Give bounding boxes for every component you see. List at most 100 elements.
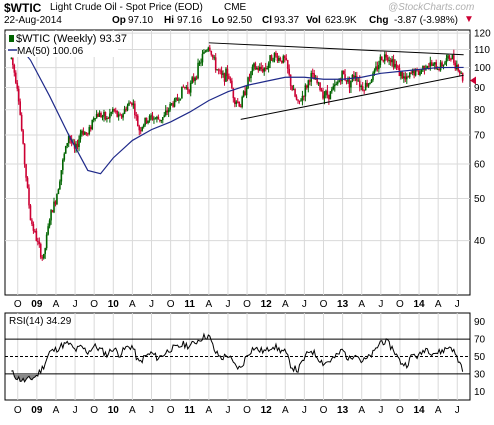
price-candle-body xyxy=(320,89,323,92)
rsi-x-tick-label: J xyxy=(302,405,307,416)
price-candle-body xyxy=(335,83,338,85)
price-candle-body xyxy=(179,98,182,100)
rsi-x-tick-label: A xyxy=(205,405,212,416)
exchange: CME xyxy=(224,2,247,13)
price-candle-body xyxy=(29,205,32,221)
price-candle-body xyxy=(104,111,107,120)
price-candle-body xyxy=(35,230,38,241)
price-candle-body xyxy=(219,70,221,72)
price-candle-body xyxy=(405,76,408,80)
price-candle-body xyxy=(325,90,327,96)
price-candle-body xyxy=(356,75,358,81)
price-candle-body xyxy=(210,50,213,55)
price-candle-body xyxy=(235,101,238,104)
price-legend-title: $WTIC (Weekly) 93.37 xyxy=(16,33,127,45)
price-candle-body xyxy=(123,108,126,114)
price-candle-body xyxy=(79,133,82,140)
price-candle-body xyxy=(285,58,288,61)
price-candle-body xyxy=(14,72,17,83)
price-candle-body xyxy=(200,62,202,64)
price-candle-body xyxy=(37,240,39,242)
price-candle-body xyxy=(225,68,227,82)
price-candle-body xyxy=(157,116,160,120)
price-candle-body xyxy=(17,88,20,102)
price-candle-body xyxy=(204,51,207,53)
open-label: Op xyxy=(112,15,126,26)
price-candle-body xyxy=(134,103,136,116)
price-candle-body xyxy=(332,86,335,90)
price-candle-body xyxy=(411,69,414,73)
price-candle-body xyxy=(216,69,218,71)
price-candle-body xyxy=(417,70,420,75)
price-candle-body xyxy=(450,59,452,61)
rsi-x-tick-label: A xyxy=(358,405,365,416)
price-candle-body xyxy=(439,62,442,71)
rsi-x-tick-label: J xyxy=(225,405,230,416)
price-candle-body xyxy=(178,99,180,101)
price-candle-body xyxy=(76,143,79,148)
rsi-x-tick-label: O xyxy=(167,405,175,416)
price-candle-body xyxy=(13,65,16,73)
price-candle-body xyxy=(357,80,360,82)
price-candle-body xyxy=(275,52,277,56)
price-candle-body xyxy=(203,52,205,54)
price-candle-body xyxy=(84,132,86,135)
price-candle-body xyxy=(270,55,273,61)
price-candle-body xyxy=(429,62,432,67)
price-candle-body xyxy=(267,63,270,69)
price-candle-body xyxy=(282,56,285,63)
price-candle-body xyxy=(67,136,70,144)
price-candle-body xyxy=(159,119,161,121)
price-candle-body xyxy=(289,74,292,86)
rsi-x-tick-label: 11 xyxy=(184,405,195,416)
price-candle-body xyxy=(342,70,345,75)
price-x-tick-label: O xyxy=(320,299,328,310)
price-candle-body xyxy=(213,57,216,59)
rsi-x-tick-label: J xyxy=(149,405,154,416)
rsi-x-tick-label: A xyxy=(282,405,289,416)
price-candle-body xyxy=(110,112,113,114)
price-candle-body xyxy=(256,67,258,70)
price-x-tick-label: A xyxy=(435,299,442,310)
price-candle-body xyxy=(242,91,245,97)
price-candle-body xyxy=(50,210,52,221)
price-candle-body xyxy=(292,89,295,91)
price-candle-body xyxy=(173,99,176,107)
price-candle-body xyxy=(326,90,329,95)
price-candle-body xyxy=(217,69,220,71)
price-x-tick-label: A xyxy=(129,299,136,310)
price-candle-body xyxy=(231,80,233,89)
rsi-x-tick-label: O xyxy=(14,405,22,416)
price-candle-body xyxy=(234,98,236,104)
price-panel: O 09 A J O 10 A J O 11 A J O 12 A J O 13 A J O 14 A J 40 50 60 70 80… xyxy=(4,29,491,310)
price-candle-body xyxy=(232,88,235,99)
rsi-x-tick-label: J xyxy=(73,405,78,416)
price-candle-body xyxy=(410,72,413,74)
price-candle-body xyxy=(400,71,402,76)
price-candle-body xyxy=(126,105,129,111)
price-candle-body xyxy=(426,66,429,69)
price-candle-body xyxy=(198,62,201,64)
price-candle-body xyxy=(128,102,130,106)
price-candle-body xyxy=(369,82,371,84)
price-candle-body xyxy=(458,70,461,74)
price-x-tick-label: O xyxy=(90,299,98,310)
price-candle-body xyxy=(186,87,189,90)
low-value: 92.50 xyxy=(227,15,253,26)
price-candle-body xyxy=(142,125,145,127)
rsi-panel: O 09 A J O 10 A J O 11 A J O 12 A J O 13 A J O 14 A J 10 30 50 70 90… xyxy=(4,312,486,416)
price-candle-body xyxy=(109,113,111,119)
price-x-tick-label: O xyxy=(396,299,404,310)
price-candle-body xyxy=(338,80,340,83)
price-candle-body xyxy=(111,109,114,113)
price-candle-body xyxy=(401,71,404,79)
price-candle-body xyxy=(169,103,171,110)
price-candle-body xyxy=(408,72,411,78)
price-candle-body xyxy=(92,118,95,120)
price-candle-body xyxy=(245,88,248,96)
price-candle-body xyxy=(392,58,395,68)
price-candle-body xyxy=(241,96,243,107)
change-down-icon: ▼ xyxy=(464,14,474,25)
price-candle-body xyxy=(94,118,96,120)
